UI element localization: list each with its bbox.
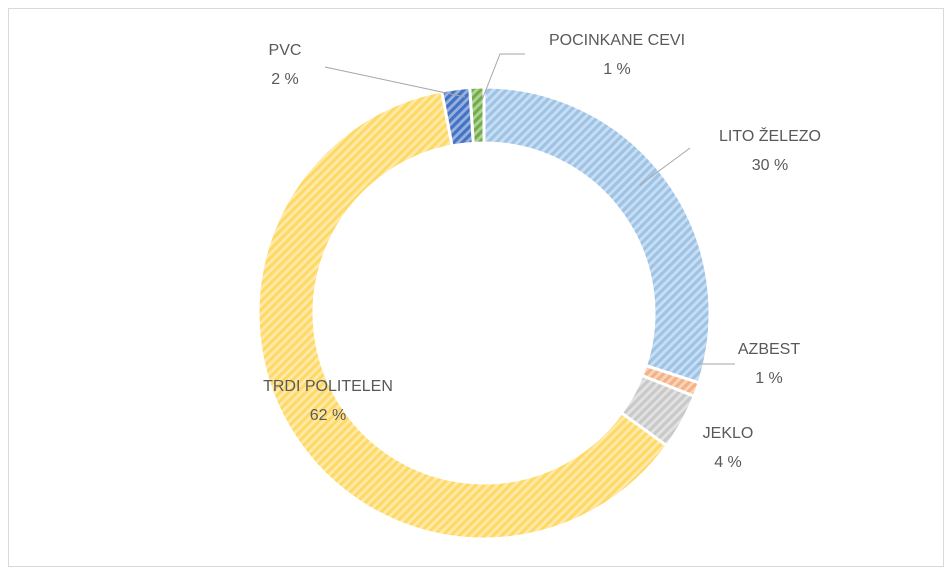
leader-line bbox=[324, 66, 466, 98]
slice bbox=[482, 85, 712, 385]
data-label-name: POCINKANE CEVI bbox=[549, 32, 685, 49]
data-label-value: 62 % bbox=[310, 407, 346, 424]
leader-line bbox=[639, 147, 691, 186]
data-label-value: 30 % bbox=[752, 157, 788, 174]
data-label-name: LITO ŽELEZO bbox=[719, 126, 821, 145]
data-label-name: PVC bbox=[269, 42, 302, 59]
data-label-value: 1 % bbox=[603, 61, 631, 78]
data-label-name: AZBEST bbox=[738, 341, 800, 358]
slice bbox=[256, 89, 669, 541]
leader-line bbox=[481, 53, 525, 101]
data-label-value: 4 % bbox=[714, 454, 742, 471]
data-label-value: 2 % bbox=[271, 71, 299, 88]
data-label-name: JEKLO bbox=[703, 425, 754, 442]
slice bbox=[468, 85, 486, 145]
data-label-value: 1 % bbox=[755, 370, 783, 387]
data-label-name: TRDI POLITELEN bbox=[263, 378, 393, 395]
